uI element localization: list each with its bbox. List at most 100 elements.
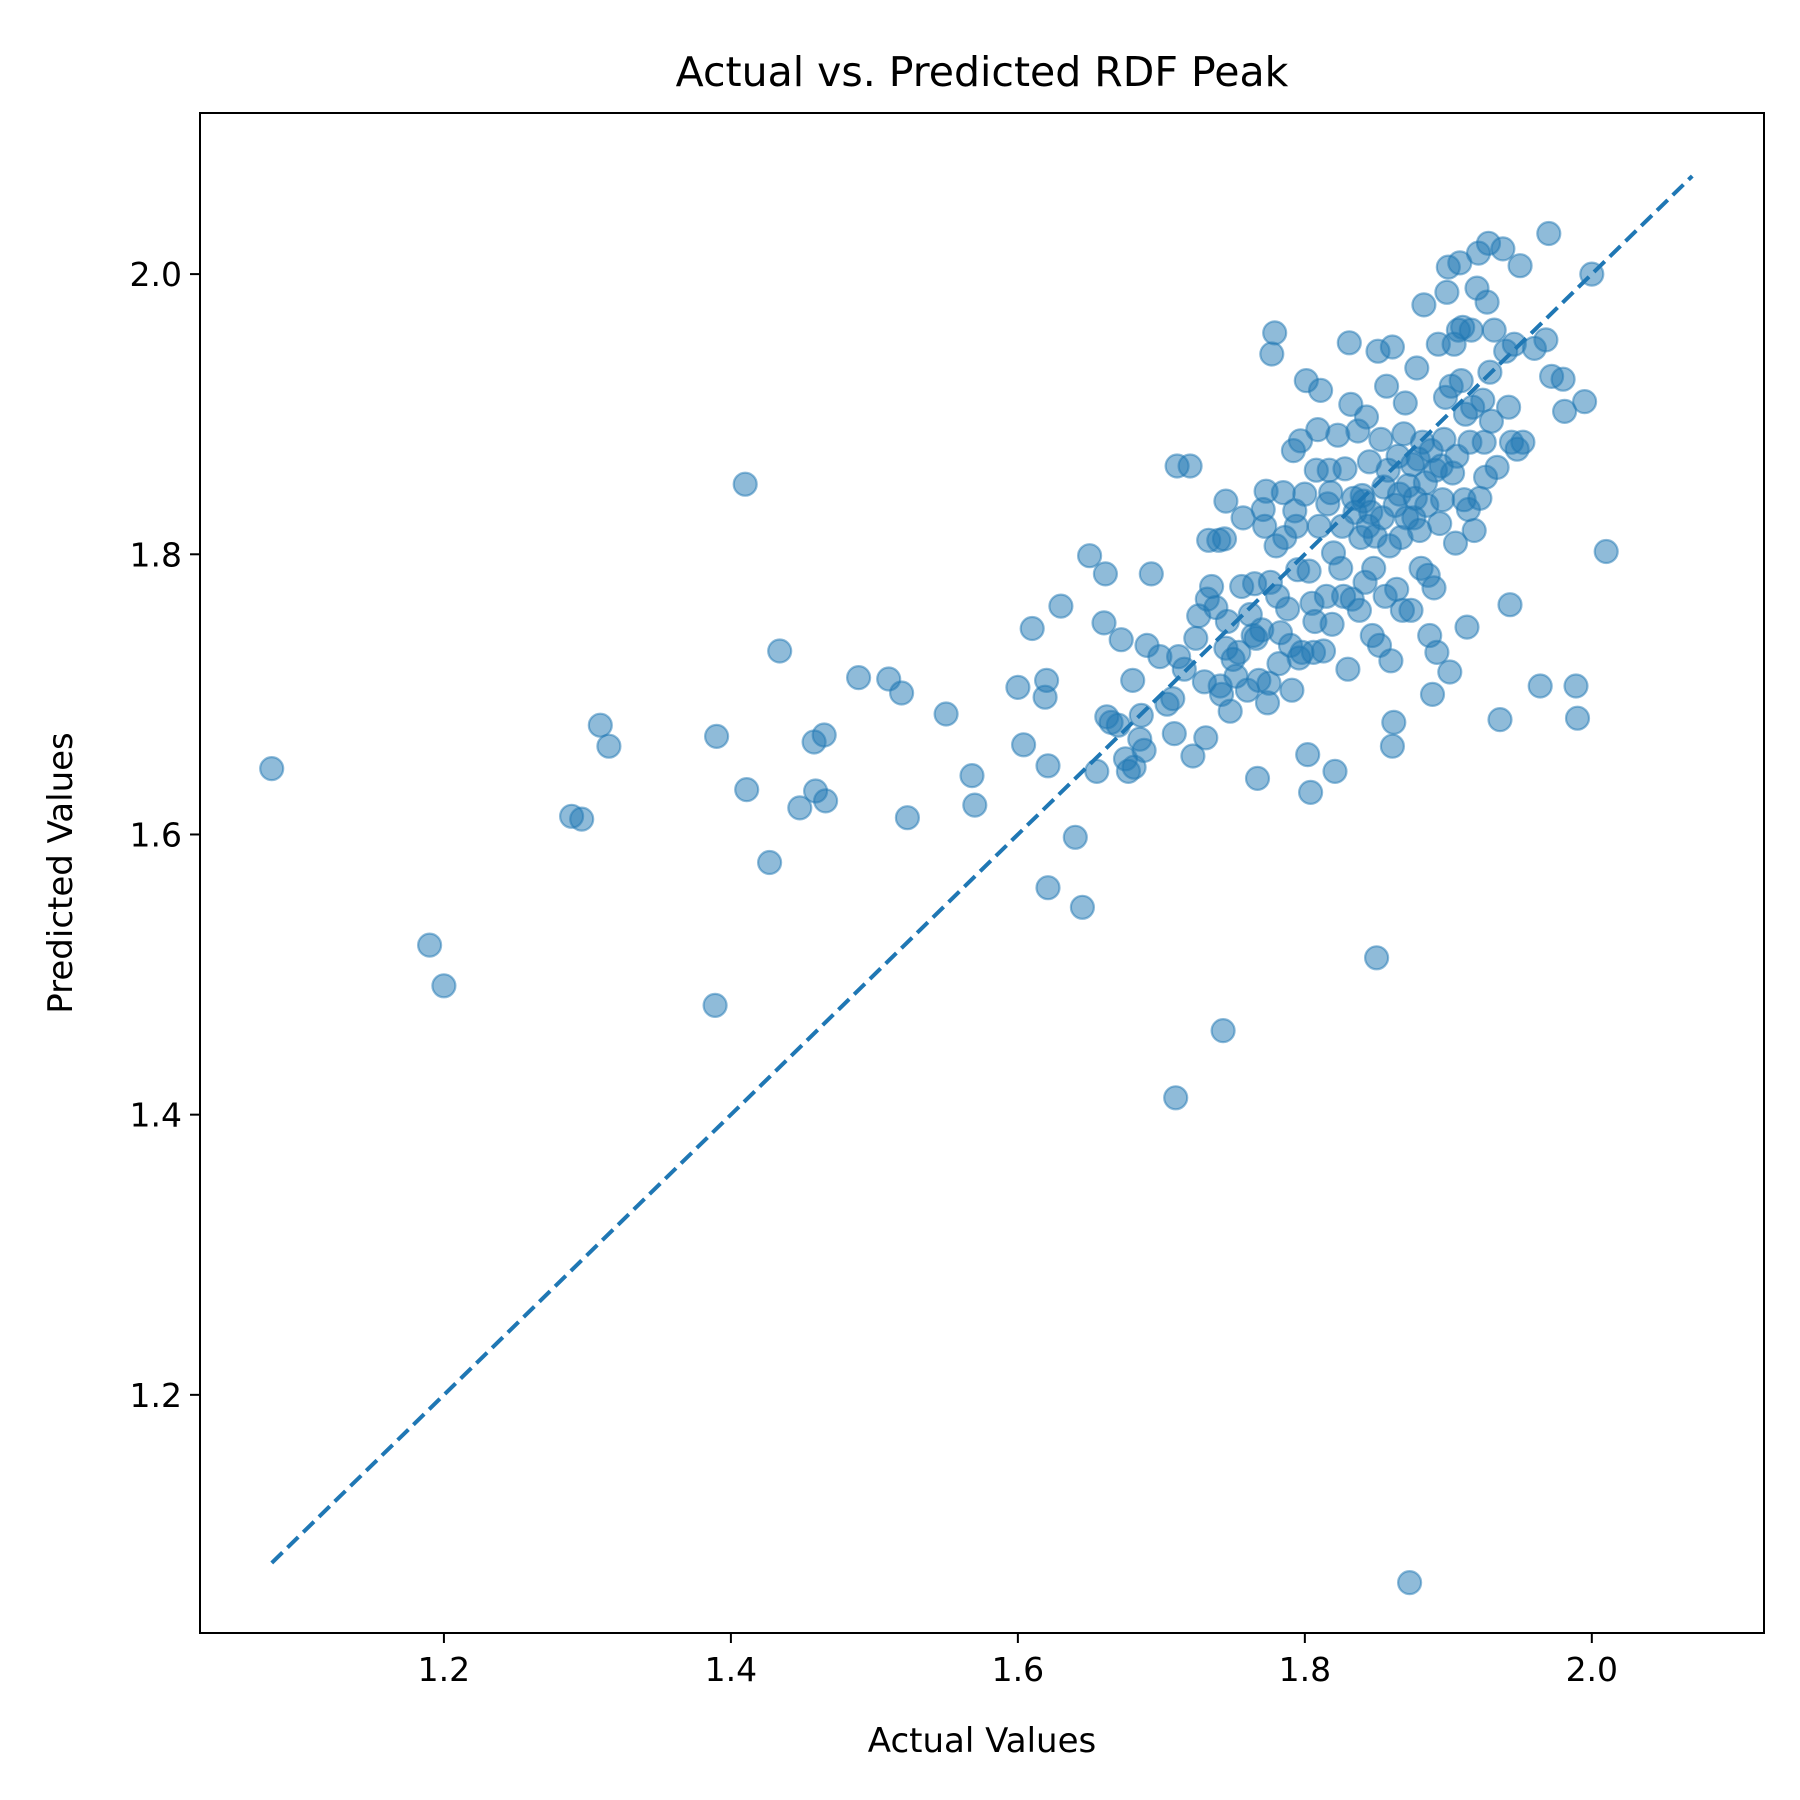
data-point [1510,429,1536,455]
data-point [1161,720,1187,747]
data-point [587,712,613,738]
data-point [1010,732,1037,758]
data-point [1076,543,1103,569]
data-point [767,638,793,664]
data-point [1183,625,1209,651]
data-point [1048,593,1074,619]
data-point [431,973,457,999]
data-point [1092,561,1119,587]
data-point [1550,366,1576,392]
data-point [1437,659,1463,685]
data-point [1396,1569,1423,1596]
data-point [1005,674,1031,701]
data-point [1319,611,1345,637]
data-point [1160,685,1186,712]
data-point [1193,725,1219,751]
data-point [1487,706,1513,733]
y-axis-label: Predicted Values [41,732,81,1014]
x-axis-ticks: 1.2 1.4 1.6 1.8 2.0 [418,1633,1618,1689]
data-point [1424,639,1450,666]
data-point [1571,389,1598,415]
x-tick-label: 1.4 [705,1650,757,1689]
data-point [569,806,595,832]
data-point [1419,681,1446,708]
data-point [1448,368,1474,394]
data-point [1283,513,1309,539]
data-point [1138,561,1164,587]
data-point [1226,639,1252,666]
data-point [1507,253,1533,279]
data-point [756,849,783,876]
data-point [1292,481,1318,507]
data-point [1373,373,1400,399]
data-point [417,932,443,958]
data-point [1442,530,1469,556]
data-point [1287,428,1314,454]
points-layer [259,220,1619,1596]
x-tick-label: 2.0 [1566,1650,1618,1689]
data-point [1332,456,1358,482]
data-point [1069,894,1096,920]
data-point [703,723,730,750]
data-point [1379,733,1406,759]
data-point [1214,608,1241,635]
data-point [1481,317,1507,343]
data-point [1035,875,1061,901]
data-point [1392,390,1418,416]
data-point [1019,615,1045,642]
data-point [1379,334,1406,360]
data-point [1378,648,1404,674]
data-point [1431,426,1457,452]
data-point [1211,526,1238,552]
data-point [1429,487,1456,513]
data-point [1131,737,1157,764]
y-tick-label: 1.2 [130,1376,182,1415]
data-point [888,680,915,706]
data-point [1593,538,1619,565]
data-point [1062,824,1088,850]
data-point [1213,488,1239,514]
data-point [1120,667,1146,694]
data-point [1318,480,1344,506]
data-point [1335,656,1361,682]
data-point [1177,453,1203,479]
data-point [1217,698,1243,724]
data-point [845,664,872,691]
data-point [1353,404,1380,430]
data-point [702,992,728,1019]
data-point [959,762,985,789]
data-point [1495,394,1522,420]
data-point [1322,758,1348,785]
data-point [1478,408,1505,434]
data-point [1497,592,1523,618]
data-point [933,701,959,727]
data-point [1551,398,1578,424]
data-point [259,755,285,782]
plot-frame [199,112,1765,1634]
y-tick-label: 1.4 [130,1096,182,1135]
data-point [1310,638,1337,664]
x-tick-label: 1.2 [418,1650,470,1689]
data-point [1279,677,1305,703]
data-point [1336,330,1362,356]
data-point [1427,510,1453,537]
data-point [1474,289,1500,315]
chart-title: Actual vs. Predicted RDF Peak [676,48,1289,96]
x-tick-label: 1.6 [992,1650,1044,1689]
data-point [1306,513,1332,539]
y-tick-label: 1.6 [130,815,182,854]
data-point [1163,1085,1189,1111]
x-axis-label: Actual Values [868,1721,1096,1761]
data-point [1361,555,1387,581]
data-point [1461,517,1487,544]
y-tick-label: 1.8 [130,535,182,574]
data-point [1108,627,1134,653]
data-point [1404,355,1430,381]
data-point [1256,670,1282,696]
data-point [1346,597,1373,623]
data-point [1307,377,1334,403]
data-point [1527,673,1553,699]
data-point [1325,422,1351,448]
data-point [1274,596,1301,622]
